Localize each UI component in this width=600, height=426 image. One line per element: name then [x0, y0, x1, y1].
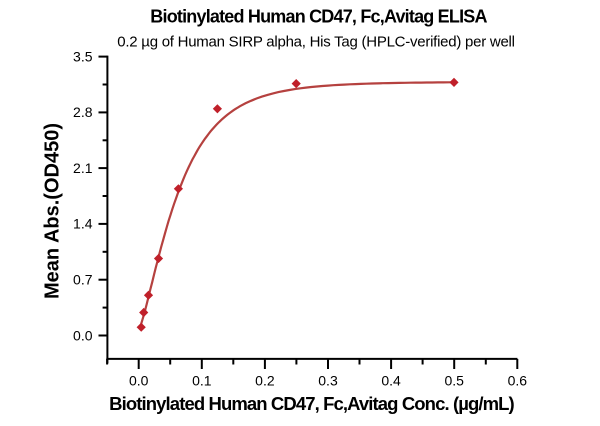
svg-text:0.0: 0.0 [129, 373, 149, 389]
svg-text:0.2: 0.2 [255, 373, 275, 389]
svg-text:0.1: 0.1 [192, 373, 212, 389]
svg-text:0.4: 0.4 [381, 373, 401, 389]
svg-text:0.3: 0.3 [318, 373, 338, 389]
svg-text:Mean Abs.(OD450): Mean Abs.(OD450) [42, 123, 64, 299]
svg-text:Biotinylated Human CD47, Fc,Av: Biotinylated Human CD47, Fc,Avitag ELISA [150, 7, 487, 27]
svg-text:Biotinylated Human CD47, Fc,Av: Biotinylated Human CD47, Fc,Avitag Conc.… [109, 393, 514, 414]
svg-text:0.6: 0.6 [508, 373, 528, 389]
svg-text:2.1: 2.1 [73, 160, 93, 176]
svg-text:0.7: 0.7 [73, 272, 93, 288]
svg-text:0.0: 0.0 [73, 327, 93, 343]
svg-text:0.5: 0.5 [444, 373, 464, 389]
svg-text:2.8: 2.8 [73, 104, 93, 120]
svg-text:1.4: 1.4 [73, 216, 93, 232]
svg-text:0.2 µg of Human SIRP alpha, Hi: 0.2 µg of Human SIRP alpha, His Tag (HPL… [117, 34, 514, 51]
svg-text:3.5: 3.5 [73, 48, 93, 64]
